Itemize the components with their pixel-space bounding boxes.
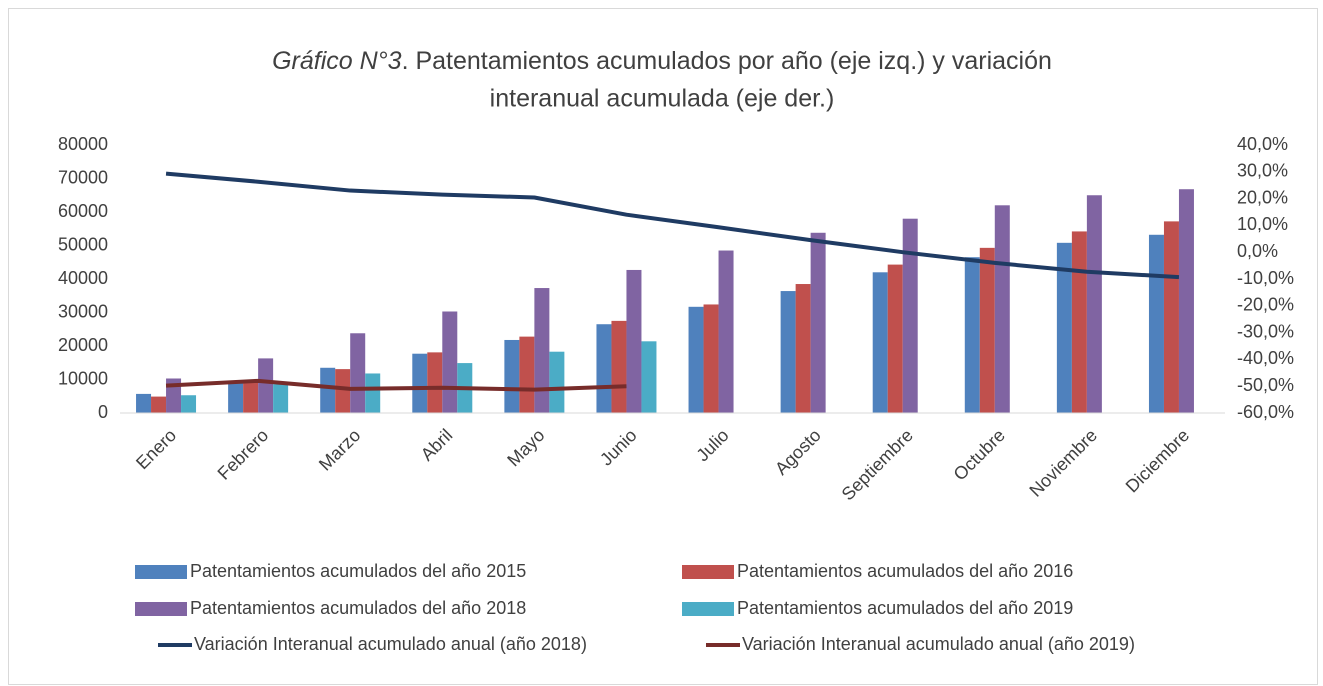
legend-label: Patentamientos acumulados del año 2016 — [737, 561, 1073, 581]
legend-label: Variación Interanual acumulado anual (añ… — [742, 634, 1135, 654]
legend-label: Patentamientos acumulados del año 2015 — [190, 561, 526, 581]
bar — [1178, 189, 1194, 413]
y2-tick-label: 0,0% — [1237, 241, 1278, 261]
bar — [243, 382, 259, 413]
legend-swatch — [682, 602, 734, 616]
bar — [626, 269, 642, 413]
bar — [718, 250, 734, 413]
y-tick-label: 30000 — [58, 301, 108, 321]
legend-swatch — [135, 602, 187, 616]
bar — [335, 369, 351, 413]
bar — [320, 367, 336, 413]
line — [165, 171, 1180, 280]
bar — [427, 352, 443, 413]
legend-swatch — [682, 565, 734, 579]
bar — [1071, 231, 1087, 413]
y-tick-label: 40000 — [58, 268, 108, 288]
y2-tick-label: -20,0% — [1237, 295, 1294, 315]
y-tick-label: 50000 — [58, 234, 108, 254]
y2-tick-label: 40,0% — [1237, 134, 1288, 154]
bar — [258, 358, 274, 413]
bar — [1163, 221, 1179, 413]
bar — [1086, 195, 1102, 413]
bar — [703, 304, 719, 413]
bar — [810, 232, 826, 413]
bar — [641, 341, 657, 413]
bar — [596, 324, 612, 413]
bar — [887, 264, 903, 413]
bar — [442, 311, 458, 413]
bar — [795, 284, 811, 413]
bar — [365, 373, 381, 413]
bar — [872, 272, 888, 413]
bar — [1148, 234, 1164, 413]
bar — [412, 353, 428, 413]
title-line: . Patentamientos acumulados por año (eje… — [402, 47, 1052, 75]
bar — [1056, 242, 1072, 413]
bar — [181, 395, 197, 413]
bar — [151, 396, 167, 413]
bar — [549, 351, 565, 413]
y2-tick-label: -60,0% — [1237, 402, 1294, 422]
bar — [534, 288, 550, 413]
y-tick-label: 60000 — [58, 201, 108, 221]
line — [165, 378, 627, 392]
y-tick-label: 10000 — [58, 368, 108, 388]
bar — [519, 336, 535, 413]
y2-tick-label: -50,0% — [1237, 375, 1294, 395]
chart-title: interanual acumulada (eje der.) — [490, 85, 835, 113]
chart-title: Gráfico N°3. Patentamientos acumulados p… — [272, 47, 1052, 75]
y-tick-label: 0 — [98, 402, 108, 422]
bar — [350, 333, 366, 413]
bar — [994, 205, 1010, 413]
y2-tick-label: 30,0% — [1237, 161, 1288, 181]
y-tick-label: 70000 — [58, 167, 108, 187]
y2-tick-label: 20,0% — [1237, 187, 1288, 207]
title-italic: Gráfico N°3 — [272, 47, 402, 75]
y2-tick-label: -40,0% — [1237, 348, 1294, 368]
legend-label: Variación Interanual acumulado anual (añ… — [194, 634, 587, 654]
bar — [611, 320, 627, 413]
legend-swatch — [135, 565, 187, 579]
bar — [228, 382, 244, 413]
bar — [964, 257, 980, 413]
bar — [136, 393, 152, 413]
bar — [979, 247, 995, 413]
bar — [273, 384, 289, 413]
y-tick-label: 80000 — [58, 134, 108, 154]
y2-tick-label: -10,0% — [1237, 268, 1294, 288]
y2-tick-label: 10,0% — [1237, 214, 1288, 234]
y2-tick-label: -30,0% — [1237, 321, 1294, 341]
bar — [504, 339, 520, 413]
bar — [688, 306, 704, 413]
legend-label: Patentamientos acumulados del año 2019 — [737, 598, 1073, 618]
legend-label: Patentamientos acumulados del año 2018 — [190, 598, 526, 618]
y-tick-label: 20000 — [58, 335, 108, 355]
bar — [780, 291, 796, 413]
bar — [902, 218, 918, 413]
